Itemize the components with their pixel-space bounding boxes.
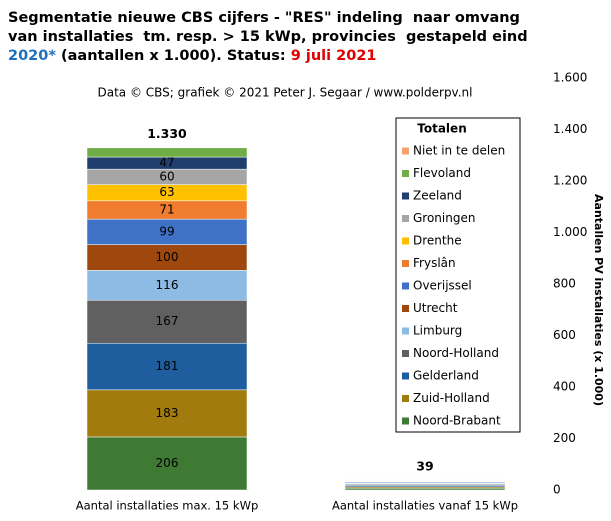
y-tick-label: 600 <box>553 328 576 342</box>
legend-label: Drenthe <box>413 234 462 248</box>
y-tick-label: 0 <box>553 483 561 497</box>
y-tick-label: 1.400 <box>553 122 587 136</box>
bar-segment <box>86 436 248 491</box>
legend-label: Overijssel <box>413 279 472 293</box>
data-label: 47 <box>159 156 174 170</box>
title-part: (aantallen x 1.000). Status: <box>56 48 291 64</box>
data-label: 181 <box>156 359 179 373</box>
y-tick-label: 200 <box>553 431 576 445</box>
data-label: 60 <box>159 169 174 183</box>
legend-label: Zuid-Holland <box>413 391 490 405</box>
legend-label: Groningen <box>413 211 475 225</box>
legend-label: Zeeland <box>413 189 462 203</box>
data-label: 100 <box>156 250 179 264</box>
data-label: 206 <box>156 456 179 470</box>
legend-label: Flevoland <box>413 166 471 180</box>
legend-swatch <box>402 215 409 222</box>
title-part: Segmentatie nieuwe CBS cijfers - "RES" i… <box>8 10 520 26</box>
legend-swatch <box>402 147 409 155</box>
legend-swatch <box>402 350 409 357</box>
total-label: 1.330 <box>147 126 187 141</box>
y-tick-label: 1.200 <box>553 174 587 188</box>
y-axis-label: Aantallen PV installaties (x 1.000) <box>592 194 605 406</box>
bar-segment <box>86 270 248 301</box>
legend-swatch <box>402 170 409 177</box>
title-part: van installaties tm. resp. > 15 kWp, pro… <box>8 29 528 45</box>
legend-swatch <box>402 417 409 425</box>
y-tick-label: 400 <box>553 380 576 394</box>
bar-segment <box>86 147 248 158</box>
legend-label: Noord-Brabant <box>413 414 501 428</box>
legend-swatch <box>402 192 409 200</box>
data-label: 99 <box>159 224 174 238</box>
bar-segment <box>86 342 248 391</box>
legend-swatch <box>402 237 409 245</box>
bar-segment <box>86 299 248 344</box>
y-tick-label: 1.000 <box>553 225 587 239</box>
legend-title: Totalen <box>417 122 466 136</box>
legend-label: Noord-Holland <box>413 346 499 360</box>
legend-swatch <box>402 327 409 335</box>
bar-segment <box>86 244 248 271</box>
data-label: 63 <box>159 185 174 199</box>
total-label: 39 <box>416 458 433 473</box>
legend-label: Utrecht <box>413 301 458 315</box>
bar-segment <box>344 487 506 491</box>
legend-swatch <box>402 282 409 290</box>
chart-title: Segmentatie nieuwe CBS cijfers - "RES" i… <box>8 10 520 26</box>
x-tick-label: Aantal installaties max. 15 kWp <box>76 499 259 513</box>
legend-swatch <box>402 395 409 402</box>
legend-label: Limburg <box>413 324 462 338</box>
chart-title: van installaties tm. resp. > 15 kWp, pro… <box>8 29 528 45</box>
title-part: 9 juli 2021 <box>291 48 377 64</box>
legend-swatch <box>402 305 409 312</box>
legend-box <box>395 117 521 433</box>
data-label: 183 <box>156 406 179 420</box>
subtitle: Data © CBS; grafiek © 2021 Peter J. Sega… <box>98 86 473 100</box>
data-label: 167 <box>156 314 179 328</box>
legend-swatch <box>402 260 409 267</box>
y-tick-label: 800 <box>553 277 576 291</box>
y-tick-label: 1.600 <box>553 71 587 85</box>
legend-swatch <box>402 372 409 380</box>
bar-segment <box>86 218 248 245</box>
chart-title: 2020* (aantallen x 1.000). Status: 9 jul… <box>8 48 377 64</box>
data-label: 71 <box>159 202 174 216</box>
x-tick-label: Aantal installaties vanaf 15 kWp <box>332 499 518 513</box>
legend-label: Fryslân <box>413 256 456 270</box>
title-part: 2020* <box>8 48 56 64</box>
legend-label: Niet in te delen <box>413 144 505 158</box>
legend-label: Gelderland <box>413 369 479 383</box>
data-label: 116 <box>156 278 179 292</box>
